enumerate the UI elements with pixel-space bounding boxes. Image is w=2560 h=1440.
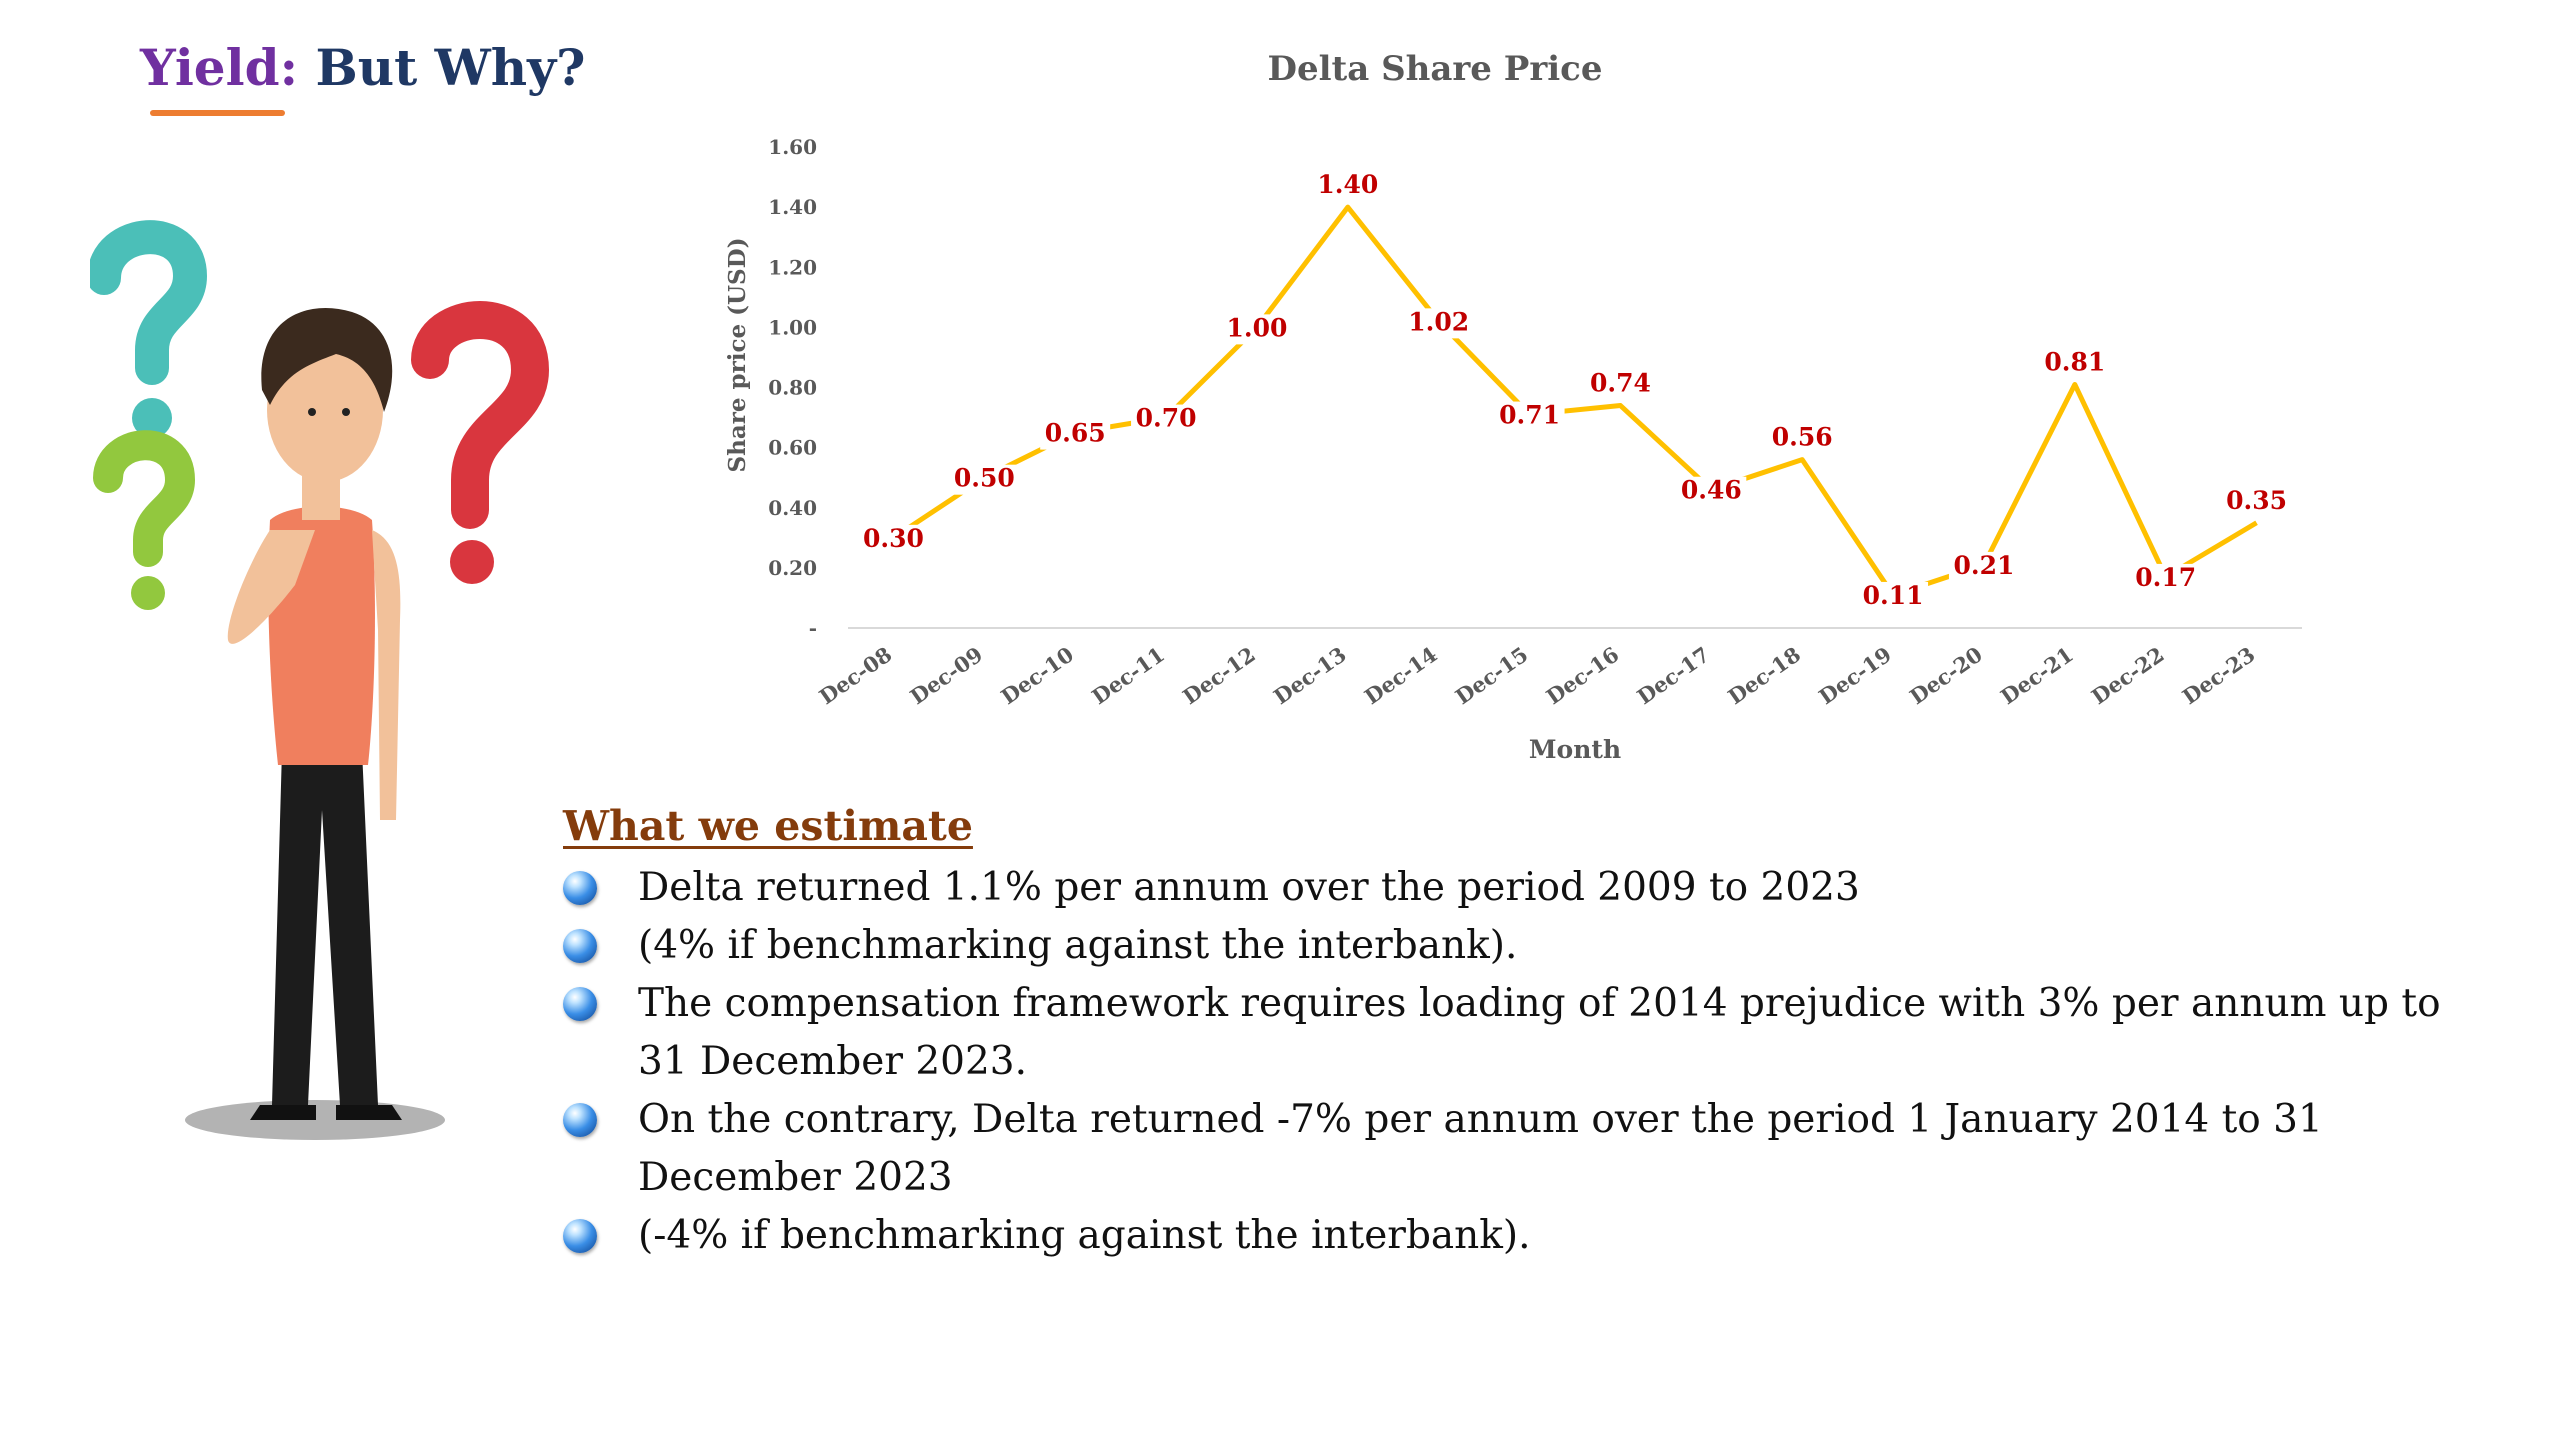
slide-title-accent: Yield: [140, 38, 299, 97]
x-tick-label: Dec-20 [1905, 642, 1987, 710]
slide-title: Yield: But Why? [140, 38, 585, 98]
data-label-bg [1403, 308, 1474, 339]
x-tick-label: Dec-09 [905, 642, 987, 710]
question-mark-teal-icon [90, 220, 208, 438]
data-label-bg [1131, 404, 1202, 435]
x-tick-label: Dec-13 [1269, 642, 1351, 710]
data-label-bg [1040, 419, 1111, 450]
data-label-bg [1767, 423, 1838, 454]
data-label: 0.56 [1772, 423, 1833, 452]
x-tick-label: Dec-12 [1178, 642, 1260, 710]
estimate-bullet: On the contrary, Delta returned -7% per … [563, 1091, 2463, 1207]
y-axis-label: Share price (USD) [724, 238, 751, 473]
x-tick-label: Dec-10 [996, 642, 1078, 710]
y-tick-label: - [809, 616, 817, 640]
y-tick-label: 1.00 [768, 315, 817, 339]
estimate-bullet-text: (-4% if benchmarking against the interba… [638, 1213, 1531, 1259]
data-label-bg [1494, 401, 1565, 432]
data-label: 1.40 [1317, 170, 1378, 199]
x-tick-label: Dec-08 [815, 642, 897, 710]
x-axis-ticks: Dec-08 Dec-09 Dec-10 Dec-11 Dec-12 Dec-13 Dec-… [815, 642, 2260, 710]
title-underline [150, 110, 285, 116]
globe-bullet-icon [563, 871, 597, 906]
x-tick-label: Dec-23 [2178, 642, 2260, 710]
x-tick-label: Dec-21 [1996, 642, 2078, 710]
data-label-bg [2130, 563, 2201, 594]
data-label: 0.65 [1045, 419, 1106, 448]
data-label-bg [1221, 314, 1292, 345]
y-tick-label: 1.20 [768, 255, 817, 279]
y-axis-ticks: - 0.20 0.40 0.60 0.80 1.00 1.20 1.40 1.60 [768, 135, 817, 640]
thinking-man-figure [185, 308, 445, 1140]
data-label: 0.30 [863, 524, 924, 553]
x-tick-label: Dec-11 [1087, 642, 1169, 710]
data-label: 0.50 [954, 464, 1015, 493]
data-label: 0.46 [1681, 476, 1742, 505]
globe-bullet-icon [563, 987, 597, 1022]
question-mark-green-icon [93, 430, 196, 610]
question-mark-red-icon [411, 301, 550, 584]
data-label: 0.81 [2044, 347, 2105, 376]
globe-bullet-icon [563, 1103, 597, 1138]
data-label-bg [2039, 348, 2110, 379]
data-label-bg [1858, 581, 1929, 612]
estimate-bullet-text: Delta returned 1.1% per annum over the p… [638, 865, 1860, 911]
share-price-line [892, 204, 2258, 598]
x-tick-label: Dec-15 [1451, 642, 1533, 710]
delta-share-price-chart: Delta Share Price - 0.20 0.40 0.60 0.80 1.00 1… [724, 49, 2302, 764]
x-tick-label: Dec-16 [1542, 642, 1624, 710]
data-label: 0.35 [2226, 486, 2287, 515]
globe-bullet-icon [563, 929, 597, 964]
data-label-bg [1312, 171, 1383, 202]
data-label: 0.21 [1953, 551, 2014, 580]
x-tick-label: Dec-19 [1814, 642, 1896, 710]
estimate-section: What we estimate Delta returned 1.1% per… [563, 800, 2463, 1265]
y-tick-label: 0.60 [768, 436, 817, 460]
data-label-bg [1676, 476, 1747, 507]
estimate-bullet-list: Delta returned 1.1% per annum over the p… [563, 859, 2463, 1265]
y-tick-label: 0.80 [768, 376, 817, 400]
x-tick-label: Dec-22 [2087, 642, 2169, 710]
data-label: 1.00 [1226, 313, 1287, 342]
data-label-bg [1585, 369, 1656, 400]
data-label: 0.70 [1136, 404, 1197, 433]
slide-title-rest: But Why? [315, 38, 586, 97]
x-tick-label: Dec-14 [1360, 642, 1442, 710]
y-tick-label: 1.40 [768, 195, 817, 219]
y-tick-label: 0.40 [768, 496, 817, 520]
estimate-bullet: (-4% if benchmarking against the interba… [563, 1207, 2463, 1265]
data-label-bg [949, 464, 1020, 495]
estimate-bullet-text: The compensation framework requires load… [638, 981, 2441, 1085]
estimate-heading: What we estimate [563, 802, 973, 850]
data-label: 0.11 [1863, 581, 1924, 610]
globe-bullet-icon [563, 1219, 597, 1254]
estimate-bullet-text: (4% if benchmarking against the interban… [638, 923, 1518, 969]
thinking-man-illustration [90, 220, 550, 1140]
y-tick-label: 1.60 [768, 135, 817, 159]
x-tick-label: Dec-18 [1723, 642, 1805, 710]
x-tick-label: Dec-17 [1632, 642, 1714, 710]
data-label: 0.17 [2135, 563, 2196, 592]
estimate-bullet: (4% if benchmarking against the interban… [563, 917, 2463, 975]
estimate-bullet: The compensation framework requires load… [563, 975, 2463, 1091]
chart-title: Delta Share Price [1267, 49, 1602, 89]
estimate-bullet-text: On the contrary, Delta returned -7% per … [638, 1097, 2323, 1201]
data-label-bg [2221, 486, 2292, 517]
data-label-bg [1948, 551, 2019, 582]
y-tick-label: 0.20 [768, 556, 817, 580]
x-axis-label: Month [1529, 735, 1621, 764]
data-label-bg [858, 524, 929, 555]
estimate-bullet: Delta returned 1.1% per annum over the p… [563, 859, 2463, 917]
data-label: 0.71 [1499, 401, 1560, 430]
data-label: 1.02 [1408, 307, 1469, 336]
data-labels: 0.30 0.50 0.65 0.70 1.00 1.40 1.02 0.71 0.74 0.46… [858, 170, 2292, 612]
data-label: 0.74 [1590, 369, 1651, 398]
